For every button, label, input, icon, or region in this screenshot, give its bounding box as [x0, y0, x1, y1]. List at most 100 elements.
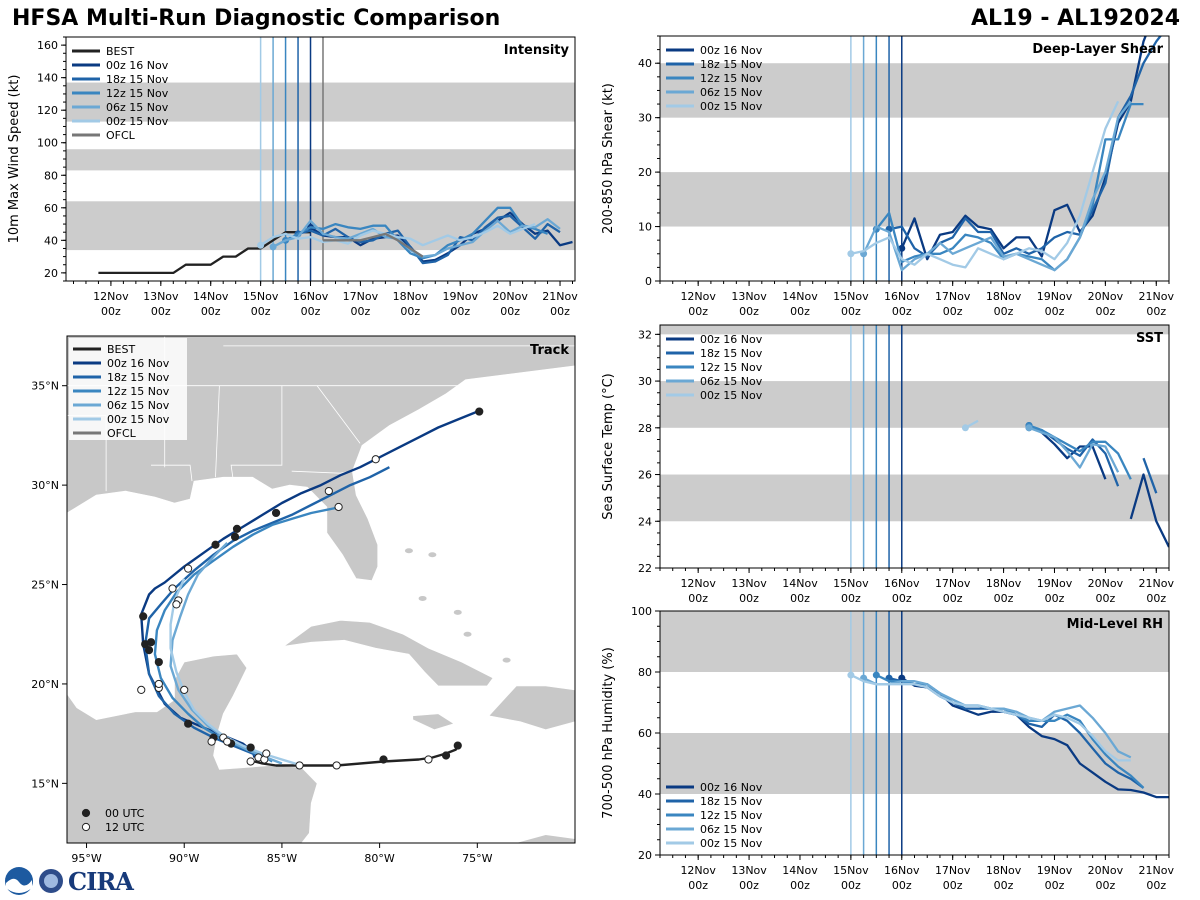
y-axis-label: Sea Surface Temp (°C): [601, 373, 616, 520]
land-bahamas: [453, 609, 462, 615]
land-bahamas: [404, 548, 413, 554]
position-12utc: [207, 737, 216, 746]
map-frame: [66, 335, 576, 844]
series-line-00z-15-nov: [259, 223, 536, 247]
x-tick-label: 00z: [994, 592, 1014, 605]
position-00utc: [211, 540, 220, 549]
y-tick-label: 30: [638, 112, 652, 125]
init-point: [1025, 424, 1033, 432]
land-bahamas: [418, 595, 427, 601]
legend-label: OFCL: [107, 427, 137, 440]
y-tick-label: 40: [44, 234, 58, 247]
x-tick-label: 00z: [450, 305, 470, 318]
series-line-12z-15-nov: [875, 673, 1145, 789]
x-tick-label: 00z: [739, 305, 759, 318]
land-central-america: [67, 653, 318, 843]
x-tick-label: 80°W: [364, 852, 394, 865]
y-tick-label: 20°N: [31, 678, 59, 691]
legend-label: 00 UTC: [105, 807, 145, 820]
y-tick-label: 26: [638, 469, 652, 482]
x-tick-label: 00z: [994, 305, 1014, 318]
page-title: HFSA Multi-Run Diagnostic Comparison: [12, 6, 501, 31]
x-tick-label: 12Nov: [680, 290, 716, 303]
x-tick-label: 00z: [1045, 305, 1065, 318]
x-tick-label: 15Nov: [243, 290, 279, 303]
threshold-band: [660, 63, 1169, 118]
legend-background: [69, 338, 187, 440]
y-tick-label: 20: [638, 166, 652, 179]
position-00utc: [139, 612, 148, 621]
x-tick-label: 00z: [1045, 879, 1065, 892]
init-point: [257, 241, 265, 249]
position-00utc: [154, 657, 163, 667]
x-tick-label: 00z: [301, 305, 321, 318]
legend-label: 06z 15 Nov: [106, 101, 169, 114]
x-tick-label: 17Nov: [935, 864, 971, 877]
x-tick-label: 00z: [790, 305, 810, 318]
y-tick-label: 100: [631, 605, 652, 618]
y-tick-label: 28: [638, 422, 652, 435]
x-tick-label: 00z: [688, 592, 708, 605]
x-tick-label: 00z: [1146, 879, 1166, 892]
position-00utc: [379, 755, 388, 764]
series-line-00z-15-nov: [850, 100, 1120, 269]
position-00utc: [230, 532, 240, 541]
x-tick-label: 15Nov: [833, 577, 869, 590]
state-border: [316, 385, 361, 444]
y-tick-label: 20: [44, 267, 58, 280]
legend-label: 18z 15 Nov: [700, 347, 763, 360]
x-tick-label: 90°W: [169, 852, 199, 865]
y-tick-label: 22: [638, 562, 652, 575]
x-tick-label: 15Nov: [833, 864, 869, 877]
y-axis-label: 10m Max Wind Speed (kt): [7, 75, 22, 244]
x-tick-label: 17Nov: [935, 577, 971, 590]
legend-label: 00z 16 Nov: [700, 781, 763, 794]
init-point: [898, 244, 906, 252]
position-00utc: [271, 508, 281, 518]
x-tick-label: 00z: [739, 592, 759, 605]
y-tick-label: 0: [645, 275, 652, 288]
y-tick-label: 60: [44, 202, 58, 215]
x-tick-label: 14Nov: [782, 290, 818, 303]
y-tick-label: 24: [638, 515, 652, 528]
x-tick-label: 00z: [500, 305, 520, 318]
series-line-18z-15-nov: [1142, 457, 1158, 494]
threshold-band: [660, 611, 1169, 672]
state-border: [230, 385, 283, 480]
threshold-band: [660, 325, 1169, 335]
land-bahamas: [502, 657, 511, 663]
x-tick-label: 20Nov: [492, 290, 528, 303]
y-axis-label: 200-850 hPa Shear (kt): [601, 83, 616, 234]
init-point: [269, 243, 277, 251]
y-tick-label: 160: [37, 39, 58, 52]
legend-label: 12z 15 Nov: [107, 385, 170, 398]
position-12utc: [295, 761, 304, 770]
y-tick-label: 80: [44, 169, 58, 182]
land-bahamas: [463, 631, 472, 637]
x-tick-label: 00z: [400, 305, 420, 318]
x-tick-label: 00z: [201, 305, 221, 318]
legend-label: 00z 16 Nov: [106, 59, 169, 72]
position-00utc: [246, 743, 255, 752]
x-tick-label: 00z: [892, 592, 912, 605]
series-line-ofcl: [323, 232, 424, 258]
x-tick-label: 00z: [1146, 305, 1166, 318]
threshold-band: [66, 82, 575, 122]
x-tick-label: 12Nov: [93, 290, 129, 303]
init-point: [847, 250, 855, 258]
x-tick-label: 14Nov: [193, 290, 229, 303]
x-tick-label: 85°W: [267, 852, 297, 865]
y-tick-label: 80: [638, 666, 652, 679]
legend-label: 06z 15 Nov: [700, 86, 763, 99]
shear-chart: 0 10 20 30 40 12Nov 00z 13Nov 00z 14Nov 00z 15Nov 00…: [601, 35, 1174, 318]
x-tick-label: 00z: [101, 305, 121, 318]
series-line-00z-16-nov: [1129, 473, 1169, 548]
threshold-band: [66, 149, 575, 171]
series-line-06z-15-nov: [863, 677, 1132, 759]
series-line-best: [98, 231, 311, 275]
position-00utc: [441, 751, 451, 760]
panel-title: Track: [530, 343, 569, 358]
x-tick-label: 21Nov: [542, 290, 578, 303]
x-tick-label: 00z: [943, 305, 963, 318]
y-tick-label: 25°N: [31, 579, 59, 592]
